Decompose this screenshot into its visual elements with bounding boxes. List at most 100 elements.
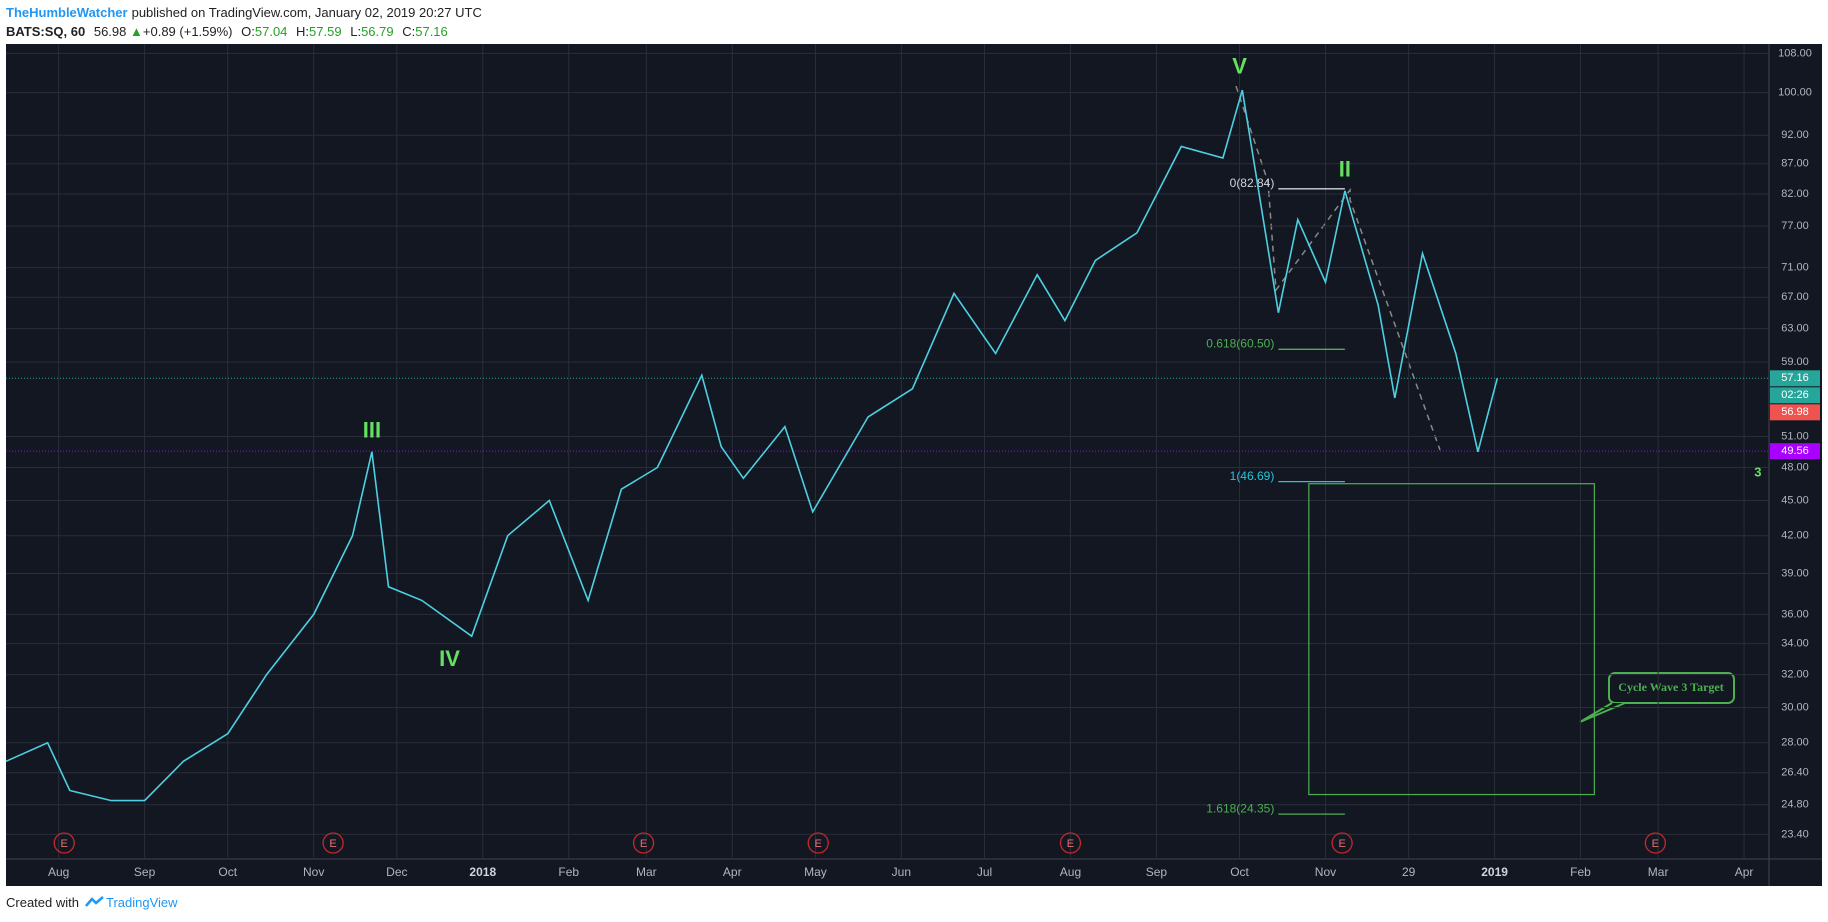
y-tick-label: 32.00 <box>1781 668 1809 680</box>
y-tick-label: 63.00 <box>1781 323 1809 335</box>
event-label: E <box>815 838 822 850</box>
event-marker <box>632 832 655 854</box>
fib-label: 1(46.69) <box>1230 469 1275 483</box>
event-marker <box>322 832 344 854</box>
x-tick-label: Oct <box>218 865 237 879</box>
up-icon: ▲ <box>130 24 143 39</box>
x-tick-label: Apr <box>1735 865 1754 879</box>
x-tick-label: May <box>804 865 827 879</box>
callout-text: Cycle Wave 3 Target <box>1618 680 1723 694</box>
event-marker <box>1059 832 1082 854</box>
x-tick-label: Nov <box>303 865 324 879</box>
y-tick-label: 67.00 <box>1781 291 1809 303</box>
y-tick-label: 45.00 <box>1781 494 1809 506</box>
event-label: E <box>61 838 68 850</box>
x-tick-label: 2019 <box>1481 865 1508 879</box>
y-tick-label: 71.00 <box>1781 261 1809 273</box>
price-badge <box>1770 370 1820 387</box>
event-label: E <box>640 838 647 850</box>
fib-label: 0.618(60.50) <box>1206 336 1274 350</box>
header-line-2: BATS:SQ, 60 56.98 ▲+0.89 (+1.59%) O:57.0… <box>6 22 482 41</box>
y-tick-label: 26.40 <box>1781 767 1809 779</box>
close-key: C: <box>402 24 416 39</box>
y-tick-label: 24.80 <box>1781 799 1809 811</box>
x-tick-label: Mar <box>1648 865 1669 879</box>
high-key: H: <box>296 24 310 39</box>
open-key: O: <box>241 24 255 39</box>
footer: Created with TradingView <box>6 895 178 910</box>
wave-label: IV <box>439 646 460 671</box>
symbol: BATS:SQ, 60 <box>6 24 86 39</box>
footer-brand: TradingView <box>106 895 178 910</box>
close: 57.16 <box>415 24 448 39</box>
y-tick-label: 51.00 <box>1781 430 1809 442</box>
y-tick-label: 36.00 <box>1781 608 1809 620</box>
last: 56.98 <box>93 24 127 39</box>
x-tick-label: Jul <box>977 865 992 879</box>
price-badge-label: 49.56 <box>1781 445 1809 457</box>
event-label: E <box>1067 838 1074 850</box>
x-tick-label: Jun <box>892 865 911 879</box>
x-tick-label: Oct <box>1230 865 1249 879</box>
x-tick-label: Feb <box>558 865 579 879</box>
low: 56.79 <box>361 24 394 39</box>
countdown-badge <box>1770 387 1820 404</box>
fib-label: 0(82.84) <box>1230 176 1275 190</box>
price-badge <box>1770 443 1820 460</box>
x-tick-label: Dec <box>386 865 407 879</box>
event-marker <box>1644 832 1666 854</box>
price-badge-label: 56.98 <box>1781 406 1809 418</box>
chart-background <box>6 44 1822 886</box>
event-label: E <box>329 838 336 850</box>
x-tick-label: Aug <box>48 865 69 879</box>
x-tick-label: Sep <box>134 865 156 879</box>
price-badge-label: 57.16 <box>1781 372 1809 384</box>
y-tick-label: 48.00 <box>1781 461 1809 473</box>
x-tick-label: Feb <box>1570 865 1591 879</box>
event-marker <box>807 832 829 854</box>
y-tick-label: 28.00 <box>1781 737 1809 749</box>
y-tick-label: 42.00 <box>1781 530 1809 542</box>
price-badge <box>1770 404 1820 421</box>
footer-text: Created with <box>6 895 79 910</box>
y-tick-label: 100.00 <box>1778 87 1812 99</box>
published: published on TradingView.com, January 02… <box>131 5 482 20</box>
low-key: L: <box>350 24 362 39</box>
change: +0.89 (+1.59%) <box>142 24 233 39</box>
countdown-label: 02:26 <box>1781 389 1809 401</box>
x-tick-label: Aug <box>1060 865 1081 879</box>
logo <box>84 896 104 907</box>
y-tick-label: 59.00 <box>1781 356 1809 368</box>
x-tick-label: 29 <box>1402 865 1416 879</box>
callout-box <box>1608 672 1735 704</box>
y-tick-label: 82.00 <box>1781 188 1809 200</box>
y-tick-label: 23.40 <box>1781 828 1809 840</box>
event-label: E <box>1652 838 1659 850</box>
wave-label: III <box>363 417 381 442</box>
high: 57.59 <box>309 24 342 39</box>
x-tick-label: Nov <box>1315 865 1336 879</box>
wave-label: V <box>1232 54 1247 79</box>
header-line-1: TheHumbleWatcher published on TradingView… <box>6 3 482 22</box>
y-tick-label: 77.00 <box>1781 220 1809 232</box>
target-box <box>1308 483 1595 796</box>
wave-path <box>1235 85 1441 451</box>
y-tick-label: 87.00 <box>1781 158 1809 170</box>
wave-label: II <box>1339 157 1351 182</box>
y-tick-label: 39.00 <box>1781 567 1809 579</box>
x-tick-label: 2018 <box>469 865 496 879</box>
price-line-series <box>5 89 1499 802</box>
open: 57.04 <box>254 24 288 39</box>
fib-label: 1.618(24.35) <box>1206 801 1274 815</box>
header: TheHumbleWatcher published on TradingView… <box>6 3 482 41</box>
y-tick-label: 30.00 <box>1781 701 1809 713</box>
x-tick-label: Mar <box>636 865 657 879</box>
x-tick-label: Sep <box>1146 865 1168 879</box>
event-label: E <box>1338 838 1345 850</box>
x-tick-label: Apr <box>723 865 742 879</box>
user: TheHumbleWatcher <box>6 5 128 20</box>
y-tick-label: 108.00 <box>1778 47 1812 59</box>
wave-label: 3 <box>1754 464 1761 479</box>
